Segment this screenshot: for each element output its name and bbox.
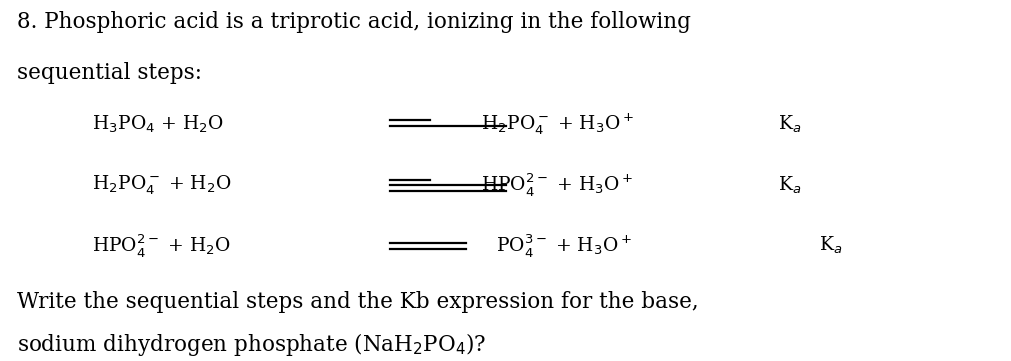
Text: H$_2$PO$_4^-$ + H$_3$O$^+$: H$_2$PO$_4^-$ + H$_3$O$^+$ (480, 112, 633, 137)
Text: HPO$_4^{2-}$ + H$_2$O: HPO$_4^{2-}$ + H$_2$O (92, 232, 231, 259)
Text: sequential steps:: sequential steps: (16, 62, 201, 84)
Text: K$_a$: K$_a$ (777, 174, 801, 196)
Text: H$_2$PO$_4^-$ + H$_2$O: H$_2$PO$_4^-$ + H$_2$O (92, 173, 232, 197)
Text: HPO$_4^{2-}$ + H$_3$O$^+$: HPO$_4^{2-}$ + H$_3$O$^+$ (480, 171, 633, 199)
Text: K$_a$: K$_a$ (818, 235, 841, 256)
Text: H$_3$PO$_4$ + H$_2$O: H$_3$PO$_4$ + H$_2$O (92, 114, 223, 135)
Text: 8. Phosphoric acid is a triprotic acid, ionizing in the following: 8. Phosphoric acid is a triprotic acid, … (16, 12, 690, 34)
Text: sodium dihydrogen phosphate (NaH$_2$PO$_4$)?: sodium dihydrogen phosphate (NaH$_2$PO$_… (16, 331, 485, 358)
Text: K$_a$: K$_a$ (777, 114, 801, 135)
Text: PO$_4^{3-}$ + H$_3$O$^+$: PO$_4^{3-}$ + H$_3$O$^+$ (495, 232, 631, 259)
Text: Write the sequential steps and the Kb expression for the base,: Write the sequential steps and the Kb ex… (16, 291, 698, 313)
